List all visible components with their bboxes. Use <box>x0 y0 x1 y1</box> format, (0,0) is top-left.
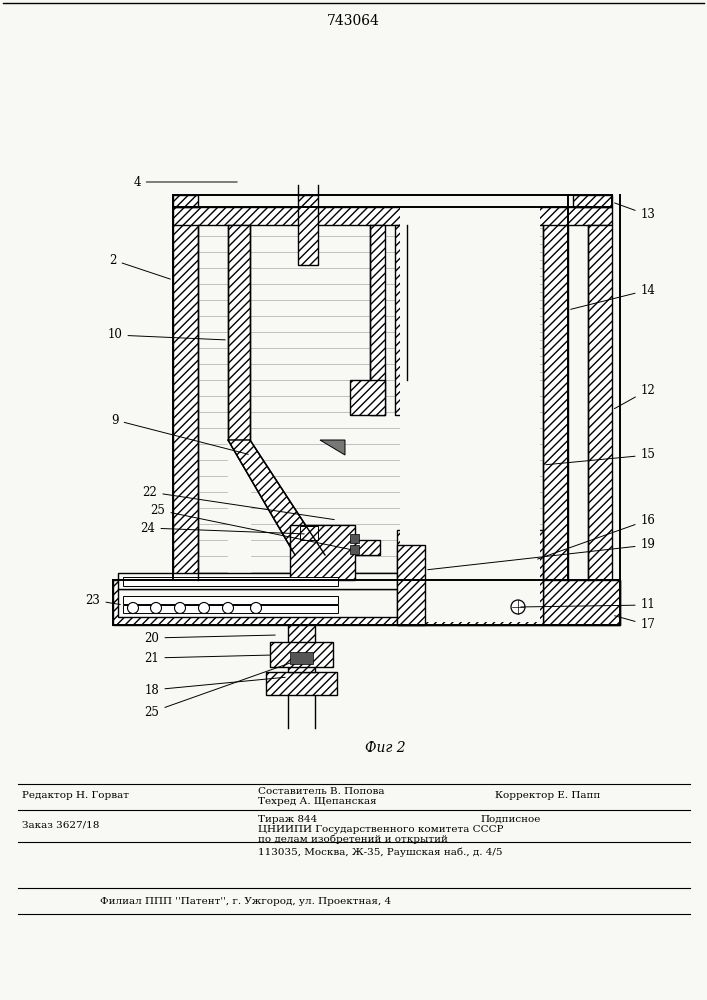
Text: 10: 10 <box>107 328 226 342</box>
Polygon shape <box>173 195 198 207</box>
Text: 2: 2 <box>110 253 170 279</box>
Text: 12: 12 <box>614 383 655 409</box>
Bar <box>350 534 359 543</box>
Polygon shape <box>370 225 385 415</box>
Polygon shape <box>228 225 250 440</box>
Polygon shape <box>573 195 612 207</box>
Polygon shape <box>228 440 325 555</box>
Circle shape <box>511 600 525 614</box>
Text: 113035, Москва, Ж-35, Раушская наб., д. 4/5: 113035, Москва, Ж-35, Раушская наб., д. … <box>258 847 503 857</box>
Polygon shape <box>397 545 425 625</box>
Circle shape <box>199 602 209 613</box>
Text: 25: 25 <box>151 504 350 549</box>
Text: 22: 22 <box>143 486 334 520</box>
Polygon shape <box>588 225 612 580</box>
Polygon shape <box>298 195 318 265</box>
Text: 21: 21 <box>145 652 270 664</box>
Polygon shape <box>113 580 620 625</box>
Text: Техред А. Щепанская: Техред А. Щепанская <box>258 798 377 806</box>
Bar <box>118 589 448 617</box>
Polygon shape <box>543 580 620 625</box>
Polygon shape <box>288 625 315 672</box>
Polygon shape <box>397 530 543 625</box>
Text: 743064: 743064 <box>327 14 380 28</box>
Bar <box>123 605 338 613</box>
Polygon shape <box>543 207 568 580</box>
Text: 17: 17 <box>614 616 655 632</box>
Polygon shape <box>295 555 325 580</box>
Text: Составитель В. Попова: Составитель В. Попова <box>258 786 385 796</box>
Text: Подписное: Подписное <box>480 814 540 824</box>
Polygon shape <box>270 642 333 667</box>
Text: 24: 24 <box>141 522 304 534</box>
Text: 14: 14 <box>571 284 655 309</box>
Circle shape <box>151 602 161 613</box>
Bar <box>400 157 540 622</box>
Text: Корректор Е. Папп: Корректор Е. Папп <box>495 792 600 800</box>
Polygon shape <box>395 225 407 415</box>
Circle shape <box>250 602 262 613</box>
Bar <box>118 573 448 589</box>
Text: Тираж 844: Тираж 844 <box>258 814 317 824</box>
Text: 4: 4 <box>133 176 238 188</box>
Polygon shape <box>350 380 385 415</box>
Text: 16: 16 <box>537 514 655 559</box>
Text: 9: 9 <box>111 414 248 454</box>
Circle shape <box>223 602 233 613</box>
Text: Филиал ППП ''Патент'', г. Ужгород, ул. Проектная, 4: Филиал ППП ''Патент'', г. Ужгород, ул. П… <box>100 896 391 906</box>
Text: Заказ 3627/18: Заказ 3627/18 <box>22 820 100 830</box>
Text: по делам изобретений и открытий: по делам изобретений и открытий <box>258 834 448 844</box>
Circle shape <box>175 602 185 613</box>
Text: 25: 25 <box>144 663 291 718</box>
Bar <box>300 526 318 540</box>
Text: ЦНИИПИ Государственного комитета СССР: ЦНИИПИ Государственного комитета СССР <box>258 826 503 834</box>
Text: 15: 15 <box>546 448 655 465</box>
Polygon shape <box>173 207 612 225</box>
Bar <box>290 652 313 664</box>
Polygon shape <box>290 525 380 580</box>
Text: 13: 13 <box>614 203 655 222</box>
Bar <box>123 577 338 586</box>
Text: 11: 11 <box>521 598 655 611</box>
Bar <box>350 545 359 554</box>
Bar <box>123 596 338 604</box>
Polygon shape <box>173 207 198 580</box>
Polygon shape <box>320 440 345 455</box>
Text: 18: 18 <box>145 677 285 696</box>
Circle shape <box>127 602 139 613</box>
Polygon shape <box>266 672 337 695</box>
Text: Фиг 2: Фиг 2 <box>365 741 405 755</box>
Text: Редактор Н. Горват: Редактор Н. Горват <box>22 792 129 800</box>
Text: 20: 20 <box>144 632 275 645</box>
Text: 23: 23 <box>86 593 120 606</box>
Text: 19: 19 <box>428 538 655 570</box>
